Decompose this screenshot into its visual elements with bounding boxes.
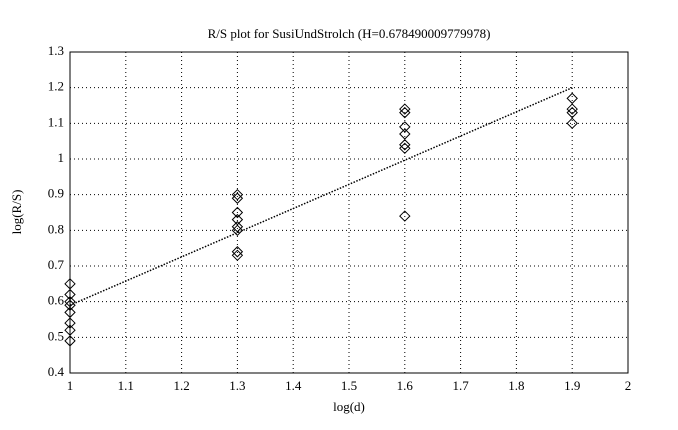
y-tick-label: 1.2 bbox=[48, 79, 64, 94]
y-tick-label: 0.9 bbox=[48, 186, 64, 201]
data-point bbox=[566, 103, 578, 115]
data-point bbox=[399, 142, 411, 155]
chart-title: R/S plot for SusiUndStrolch (H=0.6784900… bbox=[208, 26, 491, 41]
y-tick-label: 0.7 bbox=[48, 257, 65, 272]
data-point bbox=[399, 139, 411, 151]
x-tick-label: 1.4 bbox=[285, 378, 302, 393]
x-tick-label: 1.6 bbox=[397, 378, 414, 393]
y-tick-label: 1.3 bbox=[48, 43, 64, 58]
data-point bbox=[231, 188, 244, 201]
data-point bbox=[231, 192, 244, 204]
data-point bbox=[231, 224, 244, 237]
x-axis-label: log(d) bbox=[333, 399, 365, 414]
data-point bbox=[399, 106, 411, 119]
fit-line bbox=[69, 86, 573, 306]
plot-frame bbox=[69, 51, 629, 374]
x-tick-label: 1 bbox=[67, 378, 74, 393]
data-point bbox=[231, 221, 244, 233]
y-tick-label: 0.6 bbox=[48, 293, 65, 308]
y-axis-label: log(R/S) bbox=[9, 190, 24, 235]
x-tick-label: 1.8 bbox=[508, 378, 524, 393]
y-tick-label: 0.4 bbox=[48, 364, 65, 379]
x-tick-label: 1.7 bbox=[452, 378, 469, 393]
data-point bbox=[566, 117, 578, 130]
data-point bbox=[64, 317, 76, 329]
data-point bbox=[64, 335, 76, 347]
x-tick-label: 1.1 bbox=[118, 378, 134, 393]
data-point bbox=[231, 206, 244, 219]
y-tick-label: 0.5 bbox=[48, 328, 64, 343]
y-tick-label: 1.1 bbox=[48, 114, 64, 129]
x-tick-label: 1.3 bbox=[229, 378, 245, 393]
x-tick-label: 1.9 bbox=[564, 378, 580, 393]
data-point bbox=[231, 249, 244, 262]
y-tick-label: 1 bbox=[58, 150, 65, 165]
data-point bbox=[399, 121, 411, 133]
data-point bbox=[399, 103, 411, 115]
data-point bbox=[399, 210, 411, 222]
data-point bbox=[231, 246, 244, 258]
x-tick-label: 2 bbox=[625, 378, 632, 393]
x-tick-label: 1.2 bbox=[173, 378, 189, 393]
y-tick-label: 0.8 bbox=[48, 221, 64, 236]
x-tick-label: 1.5 bbox=[341, 378, 357, 393]
